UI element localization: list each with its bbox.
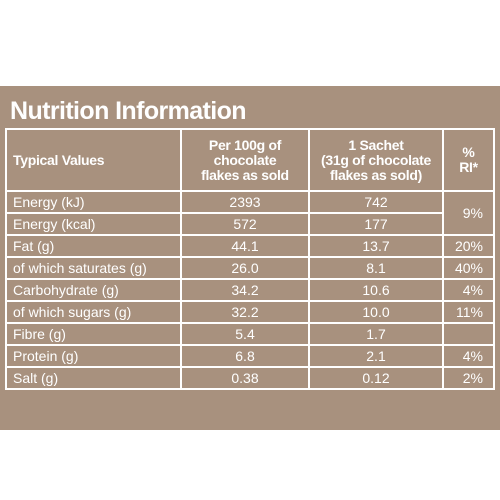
nutrient-name: Energy (kcal) (5, 212, 182, 236)
title: Nutrition Information (10, 97, 247, 125)
nutrient-value: 8.1 (308, 256, 444, 280)
nutrient-value: 26.0 (180, 256, 310, 280)
nutrient-value: 13.7 (308, 234, 444, 258)
header-line: flakes as sold) (330, 166, 422, 183)
nutrient-value: 32.2 (180, 300, 310, 324)
nutrient-name: Fat (g) (5, 234, 182, 258)
nutrient-value: 44.1 (180, 234, 310, 258)
nutrient-row: Energy (kJ) 2393 742 9% (5, 190, 495, 236)
nutrient-value: 2393 (180, 190, 310, 214)
nutrient-row: Salt (g) 0.38 0.12 2% (5, 366, 495, 390)
reference-intake: 2% (442, 366, 495, 390)
header-line: (31g of chocolate (320, 151, 432, 168)
nutrient-row: Carbohydrate (g) 34.2 10.6 4% (5, 278, 495, 302)
nutrition-table: Typical Values Per 100g of chocolate flakes… (5, 128, 495, 390)
nutrient-value: 6.8 (180, 344, 310, 368)
nutrition-panel: Nutrition Information Typical Values Per … (0, 86, 500, 430)
nutrient-value: 0.38 (180, 366, 310, 390)
column-header: Typical Values (5, 128, 182, 192)
nutrient-row: of which sugars (g) 32.2 10.0 11% (5, 300, 495, 324)
nutrient-name: Salt (g) (5, 366, 182, 390)
nutrient-value: 0.12 (308, 366, 444, 390)
reference-intake: 40% (442, 256, 495, 280)
reference-intake-empty (442, 322, 495, 346)
nutrient-name: Energy (kJ) (5, 190, 182, 214)
nutrient-name: Protein (g) (5, 344, 182, 368)
nutrient-value: 2.1 (308, 344, 444, 368)
nutrient-value: 742 (308, 190, 444, 214)
reference-intake: 4% (442, 344, 495, 368)
column-header: 1 Sachet (31g of chocolate flakes as sold) (308, 128, 444, 192)
nutrient-value: 5.4 (180, 322, 310, 346)
nutrient-name: of which sugars (g) (5, 300, 182, 324)
nutrient-name: of which saturates (g) (5, 256, 182, 280)
nutrient-value: 10.6 (308, 278, 444, 302)
nutrient-row: Protein (g) 6.8 2.1 4% (5, 344, 495, 368)
nutrient-value: 10.0 (308, 300, 444, 324)
header-line: % (462, 144, 475, 160)
nutrient-row: Fat (g) 44.1 13.7 20% (5, 234, 495, 258)
header-row: Typical Values Per 100g of chocolate flakes… (5, 128, 495, 192)
header-line: RI* (459, 159, 478, 175)
header-line: Typical Values (13, 151, 105, 168)
nutrient-row: Energy (kcal) 572 177 (5, 212, 494, 236)
column-header: % RI* (442, 128, 495, 192)
header-line: chocolate (213, 151, 277, 168)
nutrient-name: Fibre (g) (5, 322, 182, 346)
nutrient-name: Carbohydrate (g) (5, 278, 182, 302)
nutrient-row: Fibre (g) 5.4 1.7 (5, 322, 495, 346)
reference-intake: 4% (442, 278, 495, 302)
nutrient-value: 1.7 (308, 322, 444, 346)
nutrient-value: 177 (308, 212, 444, 236)
header-line: flakes as sold (201, 166, 289, 183)
reference-intake: 9% (442, 190, 495, 236)
column-header: Per 100g of chocolate flakes as sold (180, 128, 310, 192)
header-line: Per 100g of (208, 136, 282, 153)
nutrient-row: of which saturates (g) 26.0 8.1 40% (5, 256, 495, 280)
nutrient-value: 572 (180, 212, 310, 236)
reference-intake: 11% (442, 300, 495, 324)
nutrient-value: 34.2 (180, 278, 310, 302)
table-body: Energy (kJ) 2393 742 9% Energy (kcal) 572 177 F… (5, 190, 495, 390)
reference-intake: 20% (442, 234, 495, 258)
header-line: 1 Sachet (348, 136, 404, 153)
